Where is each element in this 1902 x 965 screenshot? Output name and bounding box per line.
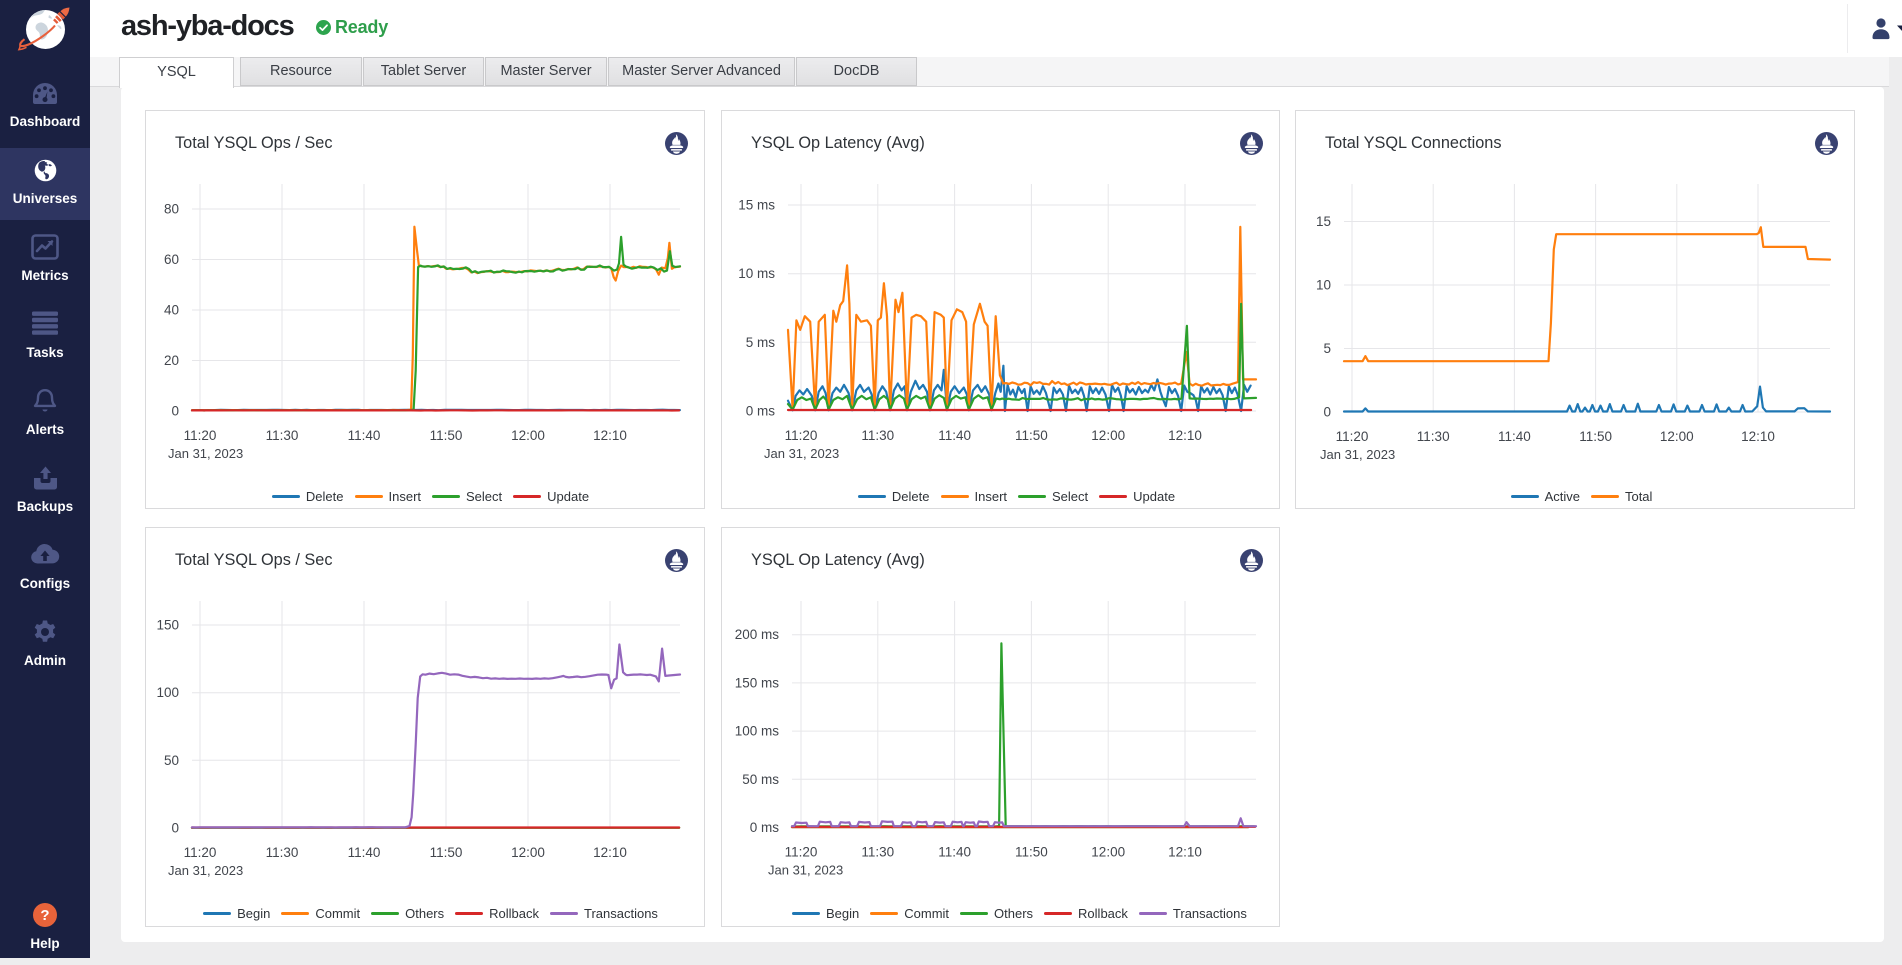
svg-text:11:40: 11:40 [1498, 429, 1531, 444]
svg-text:11:50: 11:50 [1579, 429, 1612, 444]
svg-text:150: 150 [156, 618, 179, 633]
svg-text:20: 20 [164, 353, 179, 368]
svg-text:Jan 31, 2023: Jan 31, 2023 [764, 446, 839, 461]
svg-text:Jan 31, 2023: Jan 31, 2023 [168, 446, 243, 461]
svg-text:12:00: 12:00 [1091, 428, 1125, 443]
svg-text:15 ms: 15 ms [738, 198, 775, 213]
svg-text:80: 80 [164, 202, 179, 217]
svg-text:40: 40 [164, 303, 179, 318]
svg-text:0: 0 [1323, 405, 1331, 420]
svg-text:11:30: 11:30 [861, 428, 894, 443]
svg-text:15: 15 [1316, 214, 1331, 229]
svg-text:11:40: 11:40 [348, 845, 381, 860]
svg-text:5: 5 [1323, 341, 1331, 356]
svg-text:5 ms: 5 ms [746, 335, 776, 350]
svg-text:Jan 31, 2023: Jan 31, 2023 [768, 863, 843, 878]
svg-text:?: ? [40, 907, 49, 924]
svg-text:12:00: 12:00 [511, 845, 545, 860]
svg-text:11:20: 11:20 [184, 845, 217, 860]
svg-text:150 ms: 150 ms [735, 675, 780, 690]
svg-text:11:30: 11:30 [861, 845, 894, 860]
svg-text:200 ms: 200 ms [735, 627, 780, 642]
svg-text:50 ms: 50 ms [742, 772, 779, 787]
svg-text:0: 0 [171, 821, 179, 836]
svg-text:12:00: 12:00 [511, 428, 545, 443]
svg-text:50: 50 [164, 753, 179, 768]
svg-text:11:30: 11:30 [266, 428, 299, 443]
svg-text:12:10: 12:10 [593, 428, 627, 443]
svg-text:12:00: 12:00 [1091, 845, 1125, 860]
svg-text:100: 100 [156, 685, 179, 700]
svg-text:11:40: 11:40 [938, 845, 971, 860]
svg-text:60: 60 [164, 252, 179, 267]
svg-text:11:20: 11:20 [184, 428, 217, 443]
svg-text:0 ms: 0 ms [750, 820, 780, 835]
svg-text:11:20: 11:20 [785, 428, 818, 443]
svg-text:11:30: 11:30 [266, 845, 299, 860]
svg-text:12:10: 12:10 [1168, 845, 1202, 860]
svg-text:10: 10 [1316, 278, 1331, 293]
svg-text:11:50: 11:50 [430, 428, 463, 443]
svg-text:12:10: 12:10 [1741, 429, 1775, 444]
svg-text:100 ms: 100 ms [735, 724, 780, 739]
svg-text:0 ms: 0 ms [746, 404, 776, 419]
svg-text:12:10: 12:10 [1168, 428, 1202, 443]
svg-text:11:20: 11:20 [1336, 429, 1369, 444]
svg-text:0: 0 [171, 404, 179, 419]
svg-text:11:50: 11:50 [1015, 428, 1048, 443]
svg-text:11:40: 11:40 [938, 428, 971, 443]
svg-text:11:20: 11:20 [785, 845, 818, 860]
svg-text:12:00: 12:00 [1660, 429, 1694, 444]
svg-text:Jan 31, 2023: Jan 31, 2023 [1320, 447, 1395, 462]
svg-text:12:10: 12:10 [593, 845, 627, 860]
svg-text:11:40: 11:40 [348, 428, 381, 443]
svg-text:11:30: 11:30 [1417, 429, 1450, 444]
svg-text:11:50: 11:50 [430, 845, 463, 860]
svg-text:10 ms: 10 ms [738, 266, 775, 281]
svg-text:11:50: 11:50 [1015, 845, 1048, 860]
svg-text:Jan 31, 2023: Jan 31, 2023 [168, 863, 243, 878]
